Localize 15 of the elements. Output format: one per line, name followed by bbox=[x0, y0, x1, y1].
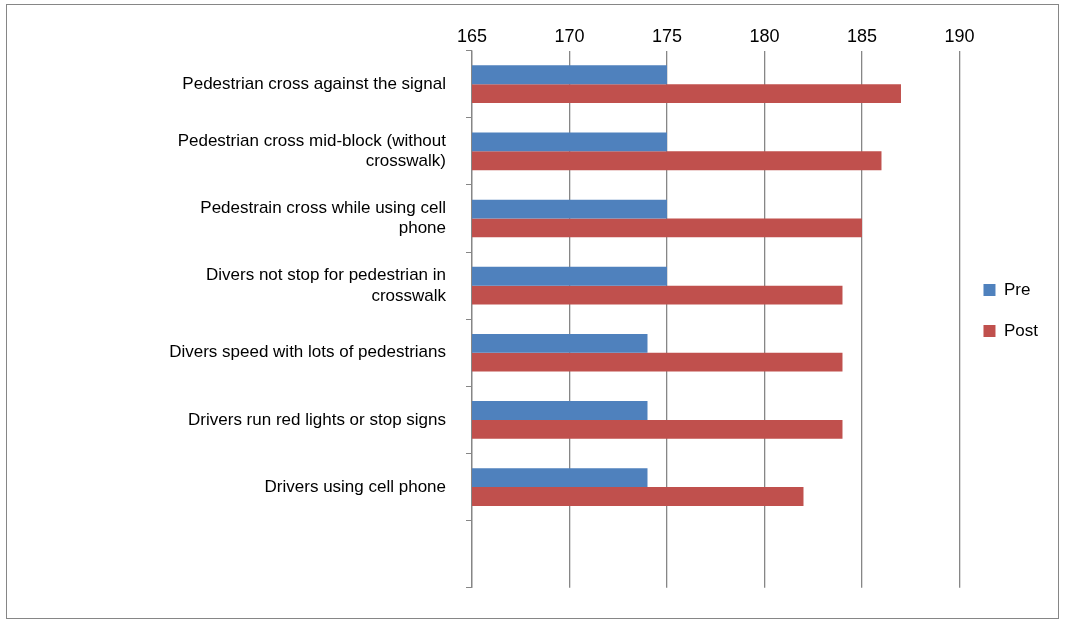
x-tick-label: 180 bbox=[749, 25, 780, 46]
legend-label: Pre bbox=[1003, 279, 1031, 299]
y-tick-label: Pedestrain cross while using cell phone bbox=[200, 197, 446, 238]
x-tick-label: 175 bbox=[651, 25, 683, 46]
y-tick-label: Divers not stop for pedestrian in crosswalk bbox=[205, 265, 447, 305]
y-tick-label: Drivers run red lights or stop signs bbox=[188, 409, 446, 429]
y-tick-label: Pedestrian cross mid-block (without crosswalk) bbox=[177, 130, 447, 171]
x-tick-label: 190 bbox=[944, 25, 975, 46]
legend-label: Post bbox=[1003, 320, 1039, 340]
x-tick-label: 185 bbox=[846, 25, 878, 46]
y-tick-label: Pedestrian cross against the signal bbox=[182, 73, 446, 93]
x-tick-label: 165 bbox=[456, 25, 488, 46]
x-tick-label: 170 bbox=[554, 25, 585, 46]
y-tick-label: Divers speed with lots of pedestrians bbox=[169, 342, 446, 362]
y-tick-label: Drivers using cell phone bbox=[264, 476, 446, 496]
